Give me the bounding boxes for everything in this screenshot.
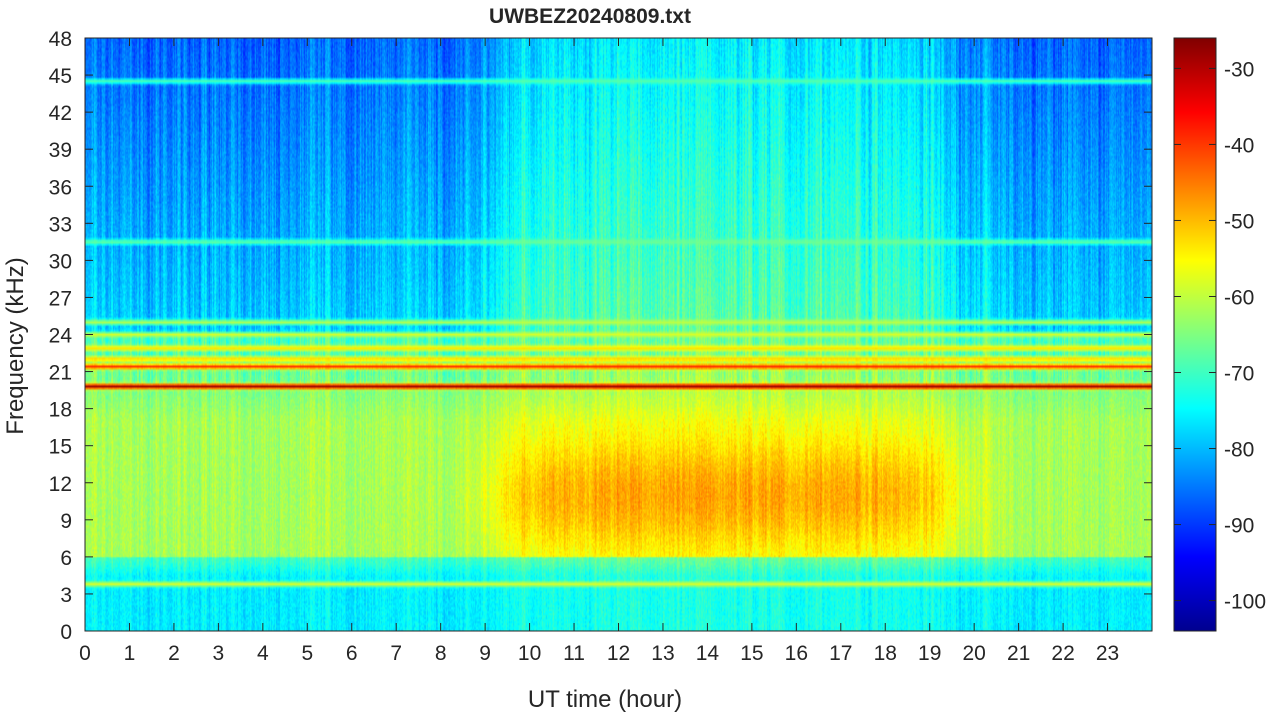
colorbar-tick-label: -40 (1224, 134, 1254, 157)
x-tick-label: 18 (874, 642, 897, 665)
x-tick-label: 13 (651, 642, 674, 665)
colorbar-tick-label: -80 (1224, 439, 1254, 462)
y-tick-label: 9 (60, 510, 72, 533)
colorbar-tick-label: -60 (1224, 286, 1254, 309)
x-tick-label: 8 (435, 642, 447, 665)
x-axis: 0 1 2 3 4 5 6 7 8 9 10 11 12 13 14 15 16 17 18 19 20 21 22 23 (79, 38, 1119, 665)
x-tick-label: 2 (168, 642, 180, 665)
chart-title: UWBEZ20240809.txt (489, 5, 691, 28)
y-tick-label: 45 (49, 65, 72, 88)
x-tick-label: 14 (696, 642, 720, 665)
x-tick-label: 22 (1051, 642, 1074, 665)
x-tick-label: 15 (740, 642, 763, 665)
y-tick-label: 33 (49, 213, 72, 236)
spectrogram-image (85, 38, 1152, 631)
y-tick-label: 27 (49, 287, 72, 310)
y-tick-label: 42 (49, 102, 72, 125)
x-tick-label: 12 (607, 642, 630, 665)
x-tick-label: 20 (962, 642, 985, 665)
y-tick-label: 24 (49, 325, 73, 348)
y-tick-label: 3 (60, 584, 72, 607)
x-tick-label: 4 (257, 642, 269, 665)
y-tick-label: 0 (60, 621, 72, 644)
x-tick-label: 3 (213, 642, 225, 665)
x-tick-label: 16 (785, 642, 808, 665)
x-tick-label: 0 (79, 642, 91, 665)
x-tick-label: 21 (1007, 642, 1030, 665)
x-tick-label: 11 (563, 642, 585, 665)
y-tick-label: 6 (60, 547, 72, 570)
colorbar-tick-label: -70 (1224, 363, 1254, 386)
x-axis-label: UT time (hour) (528, 686, 682, 713)
x-tick-label: 7 (390, 642, 402, 665)
y-tick-label: 39 (49, 139, 72, 162)
colorbar (1173, 37, 1217, 632)
y-tick-label: 12 (49, 473, 72, 496)
x-tick-label: 9 (479, 642, 491, 665)
y-tick-label: 18 (49, 399, 72, 422)
colorbar-tick-label: -30 (1224, 58, 1254, 81)
y-tick-label: 30 (49, 250, 72, 273)
colorbar-tick-label: -50 (1224, 210, 1254, 233)
colorbar-tick-label: -100 (1224, 591, 1266, 614)
y-tick-label: 48 (49, 28, 72, 51)
colorbar-tick-label: -90 (1224, 515, 1254, 538)
y-tick-label: 21 (49, 362, 72, 385)
x-tick-label: 5 (301, 642, 313, 665)
x-tick-label: 10 (518, 642, 541, 665)
colorbar-axis: -100 -90 -80 -70 -60 -50 -40 -30 (1174, 58, 1266, 614)
x-tick-label: 17 (829, 642, 852, 665)
spectrogram-heatmap (85, 38, 1152, 631)
x-tick-label: 23 (1096, 642, 1119, 665)
y-tick-label: 15 (49, 436, 72, 459)
y-axis-label: Frequency (kHz) (2, 257, 29, 434)
x-tick-label: 1 (124, 642, 136, 665)
y-tick-label: 36 (49, 176, 72, 199)
x-tick-label: 19 (918, 642, 941, 665)
x-tick-label: 6 (346, 642, 358, 665)
